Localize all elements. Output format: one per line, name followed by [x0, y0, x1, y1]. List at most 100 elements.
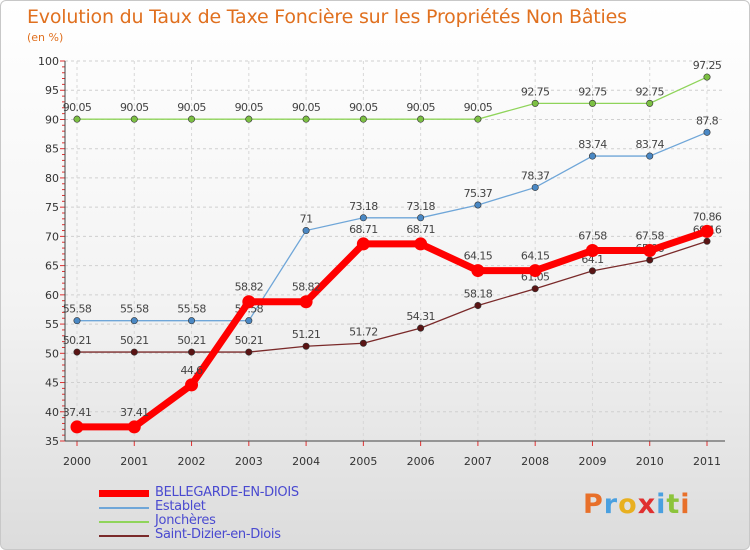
data-label: 92.75 [578, 85, 607, 98]
y-tick-label: 40 [45, 406, 59, 419]
data-point [130, 348, 138, 356]
data-point [245, 348, 253, 356]
data-label: 51.72 [349, 325, 378, 338]
data-point [588, 99, 596, 107]
y-tick-label: 35 [45, 435, 59, 448]
data-point [73, 317, 81, 325]
data-label: 58.82 [292, 281, 321, 294]
legend-label: Establet [155, 499, 206, 514]
legend-label: Saint-Dizier-en-Diois [155, 527, 281, 542]
data-point [73, 115, 81, 123]
data-point [245, 115, 253, 123]
data-point [127, 420, 141, 434]
y-tick-label: 75 [45, 201, 59, 214]
data-point [417, 214, 425, 222]
data-point [531, 99, 539, 107]
data-point [188, 317, 196, 325]
data-point [185, 378, 199, 392]
data-label: 90.05 [63, 101, 92, 114]
data-label: 97.25 [693, 59, 722, 72]
data-label: 90.05 [120, 101, 149, 114]
data-label: 44.6 [180, 364, 203, 377]
data-label: 90.05 [292, 101, 321, 114]
data-label: 37.41 [63, 406, 92, 419]
legend-swatch [99, 521, 149, 523]
data-point [643, 244, 657, 258]
data-point [359, 214, 367, 222]
y-tick-label: 95 [45, 84, 59, 97]
data-label: 50.21 [63, 334, 92, 347]
data-label: 83.74 [635, 138, 664, 151]
data-label: 73.18 [349, 200, 378, 213]
x-tick-label: 2006 [407, 455, 435, 468]
logo-letter: P [583, 489, 604, 520]
data-point [700, 224, 714, 238]
series-line-establet [77, 131, 708, 322]
data-label: 78.37 [521, 169, 550, 182]
data-point [703, 128, 711, 136]
x-tick-label: 2002 [178, 455, 206, 468]
data-label: 58.82 [235, 281, 264, 294]
data-point [130, 317, 138, 325]
x-tick-label: 2000 [63, 455, 91, 468]
data-label: 50.21 [120, 334, 149, 347]
x-tick-label: 2001 [120, 455, 148, 468]
proxiti-logo: Proxiti [583, 489, 691, 520]
data-label: 92.75 [635, 85, 664, 98]
y-tick-label: 60 [45, 289, 59, 302]
data-point [471, 264, 485, 278]
logo-letter: o [618, 489, 638, 520]
logo-letter: r [603, 489, 619, 520]
data-point [585, 244, 599, 258]
x-tick-label: 2005 [349, 455, 377, 468]
data-label: 50.21 [177, 334, 206, 347]
series-line-jonch-res [77, 76, 708, 120]
data-point [302, 115, 310, 123]
data-point [302, 342, 310, 350]
data-label: 55.58 [177, 303, 206, 316]
data-point [73, 348, 81, 356]
legend-swatch [99, 490, 149, 497]
data-label: 51.21 [292, 328, 321, 341]
chart-title: Evolution du Taux de Taxe Foncière sur l… [27, 6, 627, 28]
data-point [245, 317, 253, 325]
data-label: 50.21 [235, 334, 264, 347]
data-label: 55.58 [120, 303, 149, 316]
logo-letter: i [680, 489, 691, 520]
y-tick-label: 55 [45, 318, 59, 331]
data-point [242, 295, 256, 309]
chart-subtitle: (en %) [27, 31, 64, 44]
data-point [528, 264, 542, 278]
x-tick-label: 2007 [464, 455, 492, 468]
data-label: 92.75 [521, 85, 550, 98]
legend-swatch [99, 535, 149, 537]
data-label: 83.74 [578, 138, 607, 151]
data-point [588, 152, 596, 160]
data-label: 87.8 [696, 114, 719, 127]
data-label: 75.37 [464, 187, 493, 200]
data-point [646, 256, 654, 264]
series-line-bellegarde-en-diois [77, 228, 709, 431]
y-tick-label: 70 [45, 230, 59, 243]
data-label: 64.1 [581, 253, 603, 266]
data-label: 37.41 [120, 406, 149, 419]
x-tick-label: 2011 [693, 455, 721, 468]
logo-letter: i [656, 489, 667, 520]
data-point [703, 237, 711, 245]
legend-label: BELLEGARDE-EN-DIOIS [155, 485, 299, 500]
y-tick-label: 45 [45, 377, 59, 390]
logo-letter: x [637, 489, 657, 520]
data-label: 90.05 [464, 101, 493, 114]
data-label: 90.05 [406, 101, 435, 114]
x-tick-label: 2008 [521, 455, 549, 468]
data-label: 67.58 [578, 230, 607, 243]
y-tick-label: 65 [45, 260, 59, 273]
data-point [302, 227, 310, 235]
data-label: 58.18 [464, 287, 493, 300]
data-label: 55.58 [63, 303, 92, 316]
data-point [188, 348, 196, 356]
y-tick-label: 100 [38, 55, 59, 68]
data-point [130, 115, 138, 123]
data-point [646, 152, 654, 160]
